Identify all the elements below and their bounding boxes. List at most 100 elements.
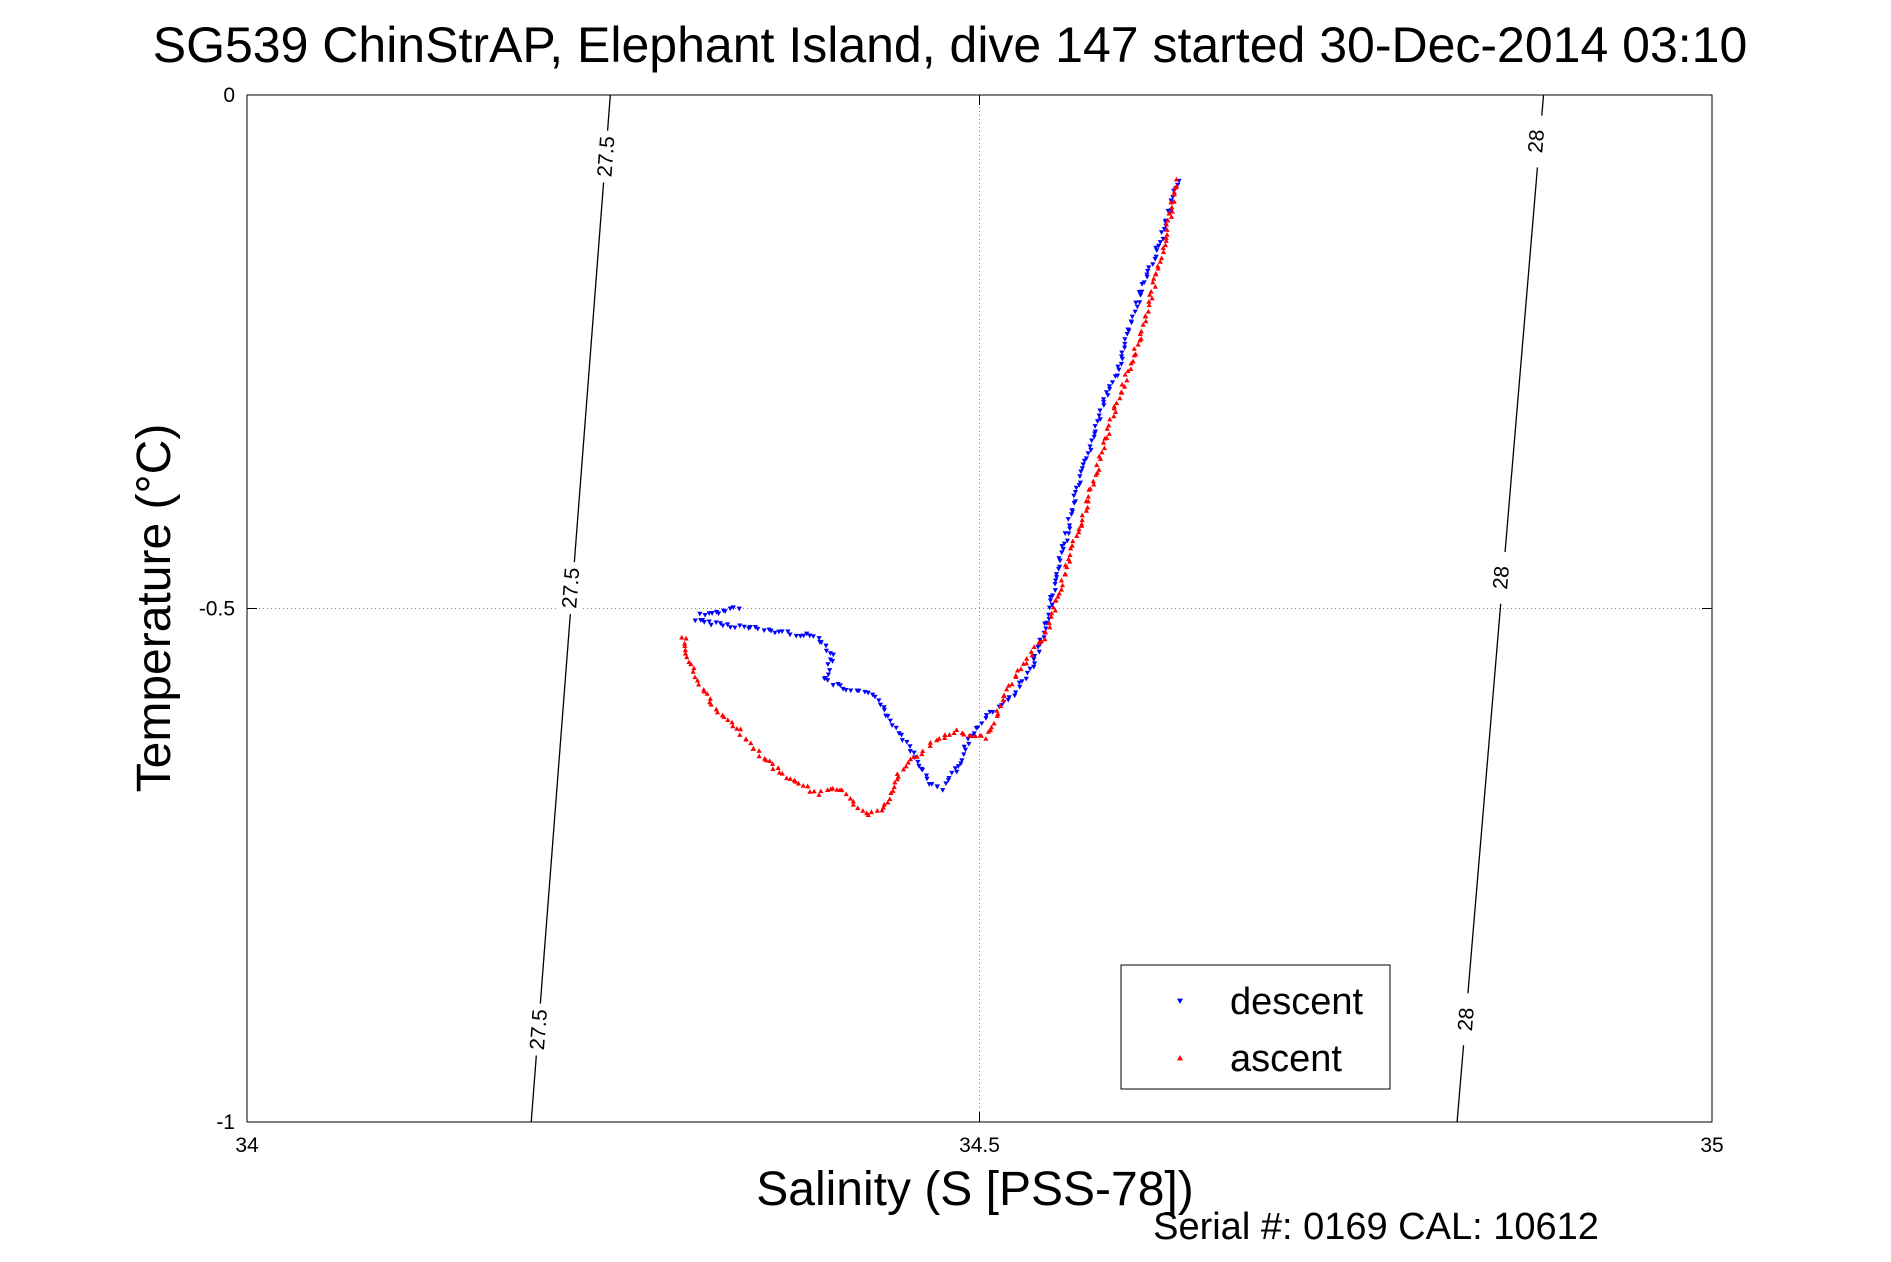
descent-point-212 (1115, 364, 1121, 370)
descent-point-218 (1122, 341, 1128, 347)
ascent-point-157 (1067, 552, 1073, 558)
descent-point-98 (943, 781, 949, 787)
isopycnal-label-bg-1-2 (1521, 114, 1552, 169)
descent-point-154 (1052, 588, 1058, 593)
descent-point-226 (1132, 309, 1138, 315)
ascent-point-160 (1070, 538, 1076, 544)
descent-point-189 (1085, 451, 1091, 456)
descent-point-228 (1133, 300, 1139, 306)
descent-point-210 (1115, 373, 1121, 379)
ascent-point-6 (684, 654, 690, 660)
ascent-point-13 (696, 681, 702, 687)
ascent-point-130 (1029, 652, 1035, 658)
ascent-point-189 (1104, 426, 1110, 431)
descent-point-27 (752, 625, 758, 630)
descent-point-151 (1047, 598, 1054, 604)
ascent-point-126 (1018, 666, 1024, 672)
descent-point-37 (793, 633, 799, 639)
ascent-point-133 (1036, 640, 1042, 645)
ascent-point-243 (1165, 217, 1171, 223)
ascent-point-26 (730, 723, 736, 729)
descent-point-239 (1150, 262, 1156, 267)
descent-point-16 (708, 622, 714, 628)
descent-point-94 (929, 782, 935, 787)
ascent-point-28 (738, 726, 744, 732)
descent-point-117 (983, 716, 989, 721)
ascent-point-121 (1006, 682, 1012, 688)
ascent-point-120 (1004, 686, 1010, 692)
ascent-point-46 (787, 776, 793, 781)
ascent-point-14 (701, 686, 707, 692)
ascent-point-145 (1053, 597, 1059, 603)
isopycnal-label-1-0: 28 (1454, 1007, 1479, 1032)
isopycnal-label-bg-0-2 (590, 129, 621, 184)
legend-box (1120, 964, 1391, 1090)
ascent-point-135 (1042, 636, 1048, 642)
descent-point-73 (881, 707, 887, 713)
descent-point-71 (877, 702, 884, 708)
ascent-point-15 (701, 688, 707, 694)
isopycnal-label-bg-1-0 (1450, 992, 1482, 1047)
ascent-point-32 (748, 740, 754, 746)
ascent-point-161 (1074, 533, 1080, 539)
descent-point-198 (1097, 417, 1103, 422)
descent-point-166 (1061, 541, 1067, 547)
ascent-point-138 (1047, 624, 1053, 630)
ascent-point-235 (1160, 249, 1167, 254)
ascent-point-158 (1067, 545, 1074, 551)
descent-point-203 (1100, 397, 1107, 402)
ascent-point-80 (892, 779, 898, 785)
x-tick-label-2: 35 (1700, 1134, 1723, 1157)
descent-point-241 (1153, 254, 1159, 260)
descent-point-61 (840, 686, 846, 692)
ascent-point-11 (692, 674, 698, 680)
descent-point-183 (1077, 474, 1083, 479)
ascent-point-90 (919, 751, 925, 757)
descent-point-136 (1031, 657, 1037, 662)
y-tick-label-2: -1 (216, 1111, 235, 1134)
ascent-point-156 (1065, 556, 1072, 562)
descent-point-100 (946, 775, 952, 781)
ascent-point-203 (1122, 371, 1128, 377)
ascent-point-114 (995, 711, 1001, 717)
ascent-point-192 (1111, 413, 1117, 419)
legend-markers (1177, 998, 1183, 1061)
descent-point-102 (954, 769, 960, 775)
descent-point-127 (1013, 690, 1019, 696)
descent-point-229 (1137, 300, 1143, 305)
descent-point-205 (1103, 390, 1110, 395)
isopycnal-label-bg-0-1 (555, 561, 586, 615)
ascent-point-85 (903, 763, 909, 769)
ascent-point-214 (1137, 331, 1143, 337)
ascent-point-55 (818, 788, 824, 794)
descent-point-149 (1046, 605, 1053, 611)
descent-point-195 (1092, 429, 1098, 435)
ascent-point-225 (1148, 288, 1154, 294)
ascent-point-12 (694, 677, 701, 683)
ascent-point-249 (1171, 199, 1177, 204)
descent-point-139 (1035, 644, 1041, 650)
ascent-point-53 (811, 788, 817, 794)
descent-point-43 (816, 636, 822, 641)
ascent-point-4 (682, 647, 688, 653)
ascent-point-34 (750, 745, 757, 751)
ascent-point-188 (1106, 431, 1112, 436)
descent-point-134 (1031, 664, 1037, 670)
descent-point-67 (865, 690, 871, 696)
ascent-point-132 (1031, 644, 1037, 649)
legend-label-ascent: ascent (1230, 1038, 1342, 1080)
isopycnal-label-1-2: 28 (1524, 129, 1549, 154)
ascent-point-119 (1001, 692, 1007, 698)
descent-point-62 (843, 688, 849, 693)
ascent-point-115 (994, 708, 1000, 713)
descent-point-15 (706, 619, 712, 625)
descent-point-9 (702, 613, 708, 618)
descent-point-105 (958, 761, 964, 767)
descent-point-126 (1012, 693, 1018, 699)
series-ascent (679, 176, 1180, 817)
descent-point-14 (701, 620, 707, 625)
ascent-point-41 (770, 766, 776, 772)
descent-point-6 (713, 609, 720, 615)
descent-point-97 (940, 788, 946, 793)
descent-point-42 (810, 634, 816, 639)
